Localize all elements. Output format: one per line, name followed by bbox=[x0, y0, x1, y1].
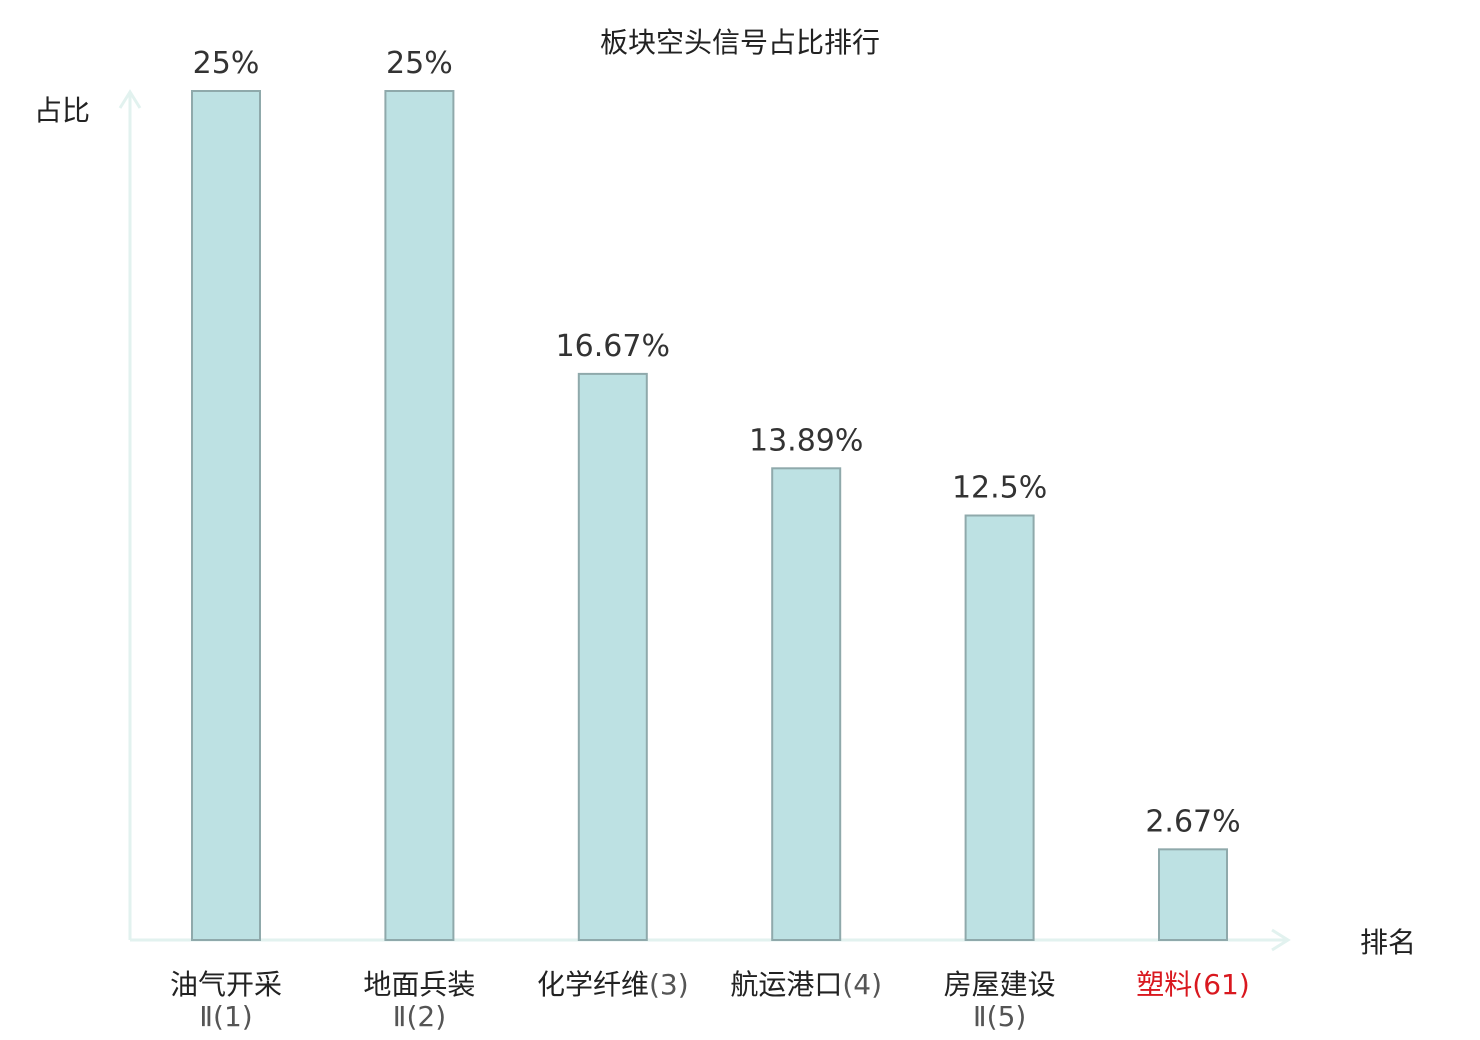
chart-title: 板块空头信号占比排行 bbox=[600, 26, 880, 59]
category-rank: (4) bbox=[842, 968, 882, 1001]
x-axis-label: 排名 bbox=[1360, 926, 1416, 959]
category-name: 塑料 bbox=[1136, 968, 1192, 1001]
bar bbox=[384, 90, 455, 941]
category-rank: (3) bbox=[649, 968, 689, 1001]
category-name: 航运港口 bbox=[730, 968, 842, 1001]
data-label: 2.67% bbox=[1145, 804, 1240, 839]
category-rank: (61) bbox=[1192, 968, 1249, 1001]
x-tick-label: 塑料(61) bbox=[1136, 968, 1250, 1001]
data-label: 16.67% bbox=[556, 329, 670, 364]
category-name: 化学纤维 bbox=[537, 968, 649, 1001]
x-tick-label: 油气开采 bbox=[170, 968, 282, 1001]
x-tick-rank: Ⅱ(2) bbox=[393, 1000, 446, 1033]
bar bbox=[964, 514, 1035, 941]
bar bbox=[1158, 848, 1228, 941]
bar bbox=[577, 372, 648, 942]
bar bbox=[771, 467, 842, 941]
x-tick-rank: Ⅱ(5) bbox=[973, 1000, 1026, 1033]
data-label: 13.89% bbox=[749, 423, 863, 458]
x-tick-rank: Ⅱ(1) bbox=[199, 1000, 252, 1033]
y-axis-arrow bbox=[118, 89, 142, 109]
x-axis-arrow bbox=[1271, 928, 1291, 952]
data-label: 25% bbox=[193, 46, 260, 81]
x-tick-label: 化学纤维(3) bbox=[537, 968, 689, 1001]
x-tick-label: 航运港口(4) bbox=[730, 968, 882, 1001]
data-label: 12.5% bbox=[952, 471, 1047, 506]
data-label: 25% bbox=[386, 46, 453, 81]
x-tick-label: 地面兵装 bbox=[363, 968, 475, 1001]
y-axis-label: 占比 bbox=[34, 94, 90, 127]
bar bbox=[191, 90, 261, 941]
x-tick-label: 房屋建设 bbox=[944, 968, 1056, 1001]
